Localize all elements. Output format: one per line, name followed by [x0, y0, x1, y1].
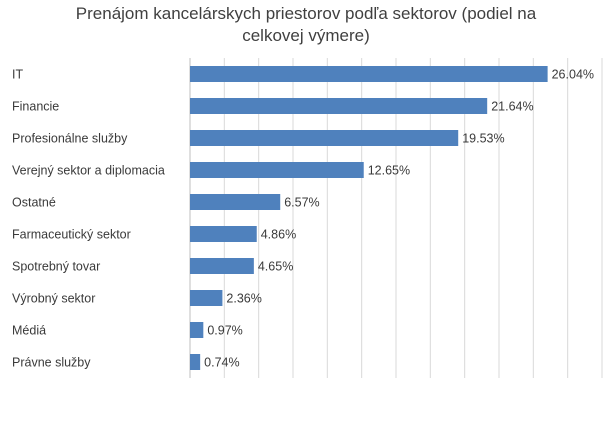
- bar-0: [190, 66, 548, 82]
- category-label: Médiá: [12, 324, 46, 338]
- value-label: 6.57%: [284, 196, 319, 210]
- value-label: 0.74%: [204, 356, 239, 370]
- category-label: Ostatné: [12, 196, 56, 210]
- category-label: Právne služby: [12, 356, 91, 370]
- bar-5: [190, 226, 257, 242]
- value-label: 0.97%: [207, 324, 242, 338]
- category-label: Financie: [12, 100, 59, 114]
- category-label: Spotrebný tovar: [12, 260, 100, 274]
- bar-7: [190, 290, 223, 306]
- category-label: Verejný sektor a diplomacia: [12, 164, 165, 178]
- value-label: 26.04%: [552, 68, 594, 82]
- category-label: IT: [12, 68, 23, 82]
- chart-title-line-2: celkovej výmere): [242, 26, 370, 45]
- bar-4: [190, 194, 281, 210]
- bar-8: [190, 322, 204, 338]
- value-label: 2.36%: [226, 292, 261, 306]
- bar-9: [190, 354, 201, 370]
- value-label: 12.65%: [368, 164, 410, 178]
- category-label: Profesionálne služby: [12, 132, 128, 146]
- bar-6: [190, 258, 254, 274]
- value-label: 4.65%: [258, 260, 293, 274]
- value-label: 19.53%: [462, 132, 504, 146]
- bar-1: [190, 98, 488, 114]
- bar-3: [190, 162, 364, 178]
- category-label: Výrobný sektor: [12, 292, 95, 306]
- bar-2: [190, 130, 459, 146]
- value-label: 21.64%: [491, 100, 533, 114]
- category-label: Farmaceutický sektor: [12, 228, 131, 242]
- value-label: 4.86%: [261, 228, 296, 242]
- chart-title-line-1: Prenájom kancelárskych priestorov podľa …: [75, 4, 537, 23]
